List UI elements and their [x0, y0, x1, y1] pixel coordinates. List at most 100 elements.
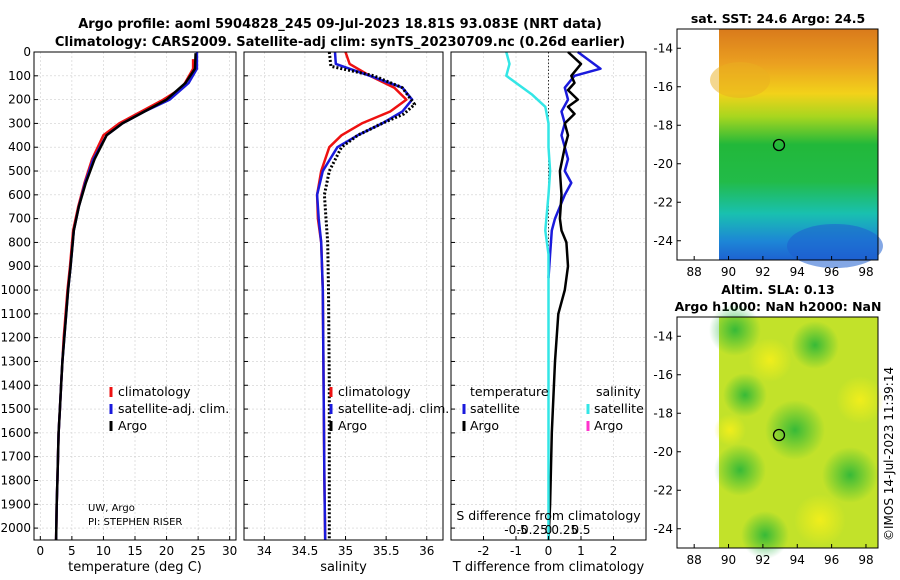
- y-tick-label: 1700: [0, 450, 31, 464]
- sst-map: sat. SST: 24.6 Argo: 24.5: [676, 11, 883, 268]
- map-y-tick-label: -22: [653, 195, 673, 209]
- sla-map-axes: 88 90 92 94 96 98 -14 -16 -18 -20 -22 -24: [653, 329, 873, 567]
- sst-argo-marker: [772, 138, 786, 152]
- y-tick-label: 0: [23, 45, 31, 59]
- x-tick-label: 5: [68, 544, 76, 558]
- sla-green-patch: [714, 444, 766, 496]
- sst-map-axes: 88 90 92 94 96 98 -14 -16 -18 -20 -22 -24: [653, 41, 873, 279]
- sla-yellow-patch: [794, 494, 846, 546]
- map-x-tick-label: 94: [790, 553, 805, 567]
- legend-title-salinity: salinity: [596, 384, 641, 399]
- sla-yellow-patch: [748, 338, 792, 382]
- x-tick-label: 10: [96, 544, 111, 558]
- x-tick-label: -1: [510, 544, 522, 558]
- y-tick-label: 100: [8, 69, 31, 83]
- x-tick-label: 35.5: [373, 544, 400, 558]
- series-line-t-satellite: [547, 50, 602, 279]
- sst-cool-patch: [787, 224, 883, 268]
- y-tick-label: 1100: [0, 307, 31, 321]
- x-tick-label: 36: [419, 544, 434, 558]
- y-tick-label: 2000: [0, 521, 31, 535]
- salinity-panel: 34 34.5 35 35.5 36 salinity: [243, 51, 444, 575]
- y-tick-label: 1300: [0, 354, 31, 368]
- y-tick-label: 500: [8, 164, 31, 178]
- map-x-tick-label: 96: [824, 265, 839, 279]
- pi-annotation-line2: PI: STEPHEN RISER: [88, 517, 182, 528]
- y-tick-label: 1400: [0, 378, 31, 392]
- map-x-tick-label: 94: [790, 265, 805, 279]
- series-line-t-argo: [547, 51, 583, 541]
- map-x-tick-label: 92: [755, 265, 770, 279]
- x-tick-label: 20: [159, 544, 174, 558]
- legend-label-argo: Argo: [338, 418, 367, 433]
- sla-green-patch: [822, 447, 878, 503]
- map-x-tick-label: 90: [721, 265, 736, 279]
- y-tick-label: 1500: [0, 402, 31, 416]
- legend-label-s-satellite: satellite: [594, 401, 644, 416]
- sla-yellow-patch: [714, 414, 746, 446]
- map-y-tick-label: -16: [653, 368, 673, 382]
- x-tick-label: 15: [127, 544, 142, 558]
- x-tick-label: 25: [190, 544, 205, 558]
- series-line-argo: [322, 51, 417, 540]
- x2-axis-label: S difference from climatology: [456, 508, 641, 523]
- legend-label-satellite: satellite-adj. clim.: [118, 401, 229, 416]
- map-y-tick-label: -14: [653, 41, 673, 55]
- map-y-tick-label: -24: [653, 522, 673, 536]
- map-y-tick-label: -14: [653, 329, 673, 343]
- x-tick-label: 35: [338, 544, 353, 558]
- y-tick-label: 800: [8, 235, 31, 249]
- sla-yellow-patch: [836, 376, 884, 424]
- x-axis-label: T difference from climatology: [452, 560, 645, 575]
- pi-annotation-line1: UW, Argo: [88, 503, 135, 514]
- x-tick-label: 0: [36, 544, 44, 558]
- x-tick-label: 30: [222, 544, 237, 558]
- temperature-panel: 0 5 10 15 20 25 300100200300400500600700800900…: [0, 45, 237, 575]
- series-line-argo: [54, 53, 197, 541]
- y-tick-label: 900: [8, 259, 31, 273]
- sla-green-patch: [723, 373, 767, 417]
- x2-tick-label: 0.25: [551, 523, 578, 537]
- legend-label-argo: Argo: [118, 418, 147, 433]
- sla-argo-marker: [772, 428, 786, 442]
- temperature-legend: climatology satellite-adj. clim. Argo: [109, 384, 229, 433]
- y-tick-label: 600: [8, 188, 31, 202]
- map-x-tick-label: 90: [721, 553, 736, 567]
- difference-legend: temperature salinity satellite Argo sate…: [462, 384, 644, 433]
- figure-title-line2: Climatology: CARS2009. Satellite-adj cli…: [55, 35, 625, 50]
- y-tick-label: 1600: [0, 426, 31, 440]
- x2-tick-label: -0.5: [504, 523, 527, 537]
- map-y-tick-label: -22: [653, 483, 673, 497]
- y-tick-label: 1900: [0, 497, 31, 511]
- x2-tick-label: 0.5: [571, 523, 590, 537]
- x2-tick-label: 0: [545, 523, 553, 537]
- sla-map-frame: [676, 316, 879, 549]
- map-y-tick-label: -18: [653, 118, 673, 132]
- sla-map: Altim. SLA: 0.13 Argo h1000: NaN h2000: …: [675, 282, 884, 559]
- legend-label-s-argo: Argo: [594, 418, 623, 433]
- y-tick-label: 700: [8, 212, 31, 226]
- legend-label-climatology: climatology: [338, 384, 411, 399]
- y-tick-label: 200: [8, 93, 31, 107]
- sst-map-title: sat. SST: 24.6 Argo: 24.5: [691, 11, 865, 26]
- sst-map-frame: [676, 28, 879, 261]
- y-tick-label: 1000: [0, 283, 31, 297]
- legend-label-satellite: satellite-adj. clim.: [338, 401, 449, 416]
- legend-label-t-satellite: satellite: [470, 401, 520, 416]
- map-x-tick-label: 92: [755, 553, 770, 567]
- map-x-tick-label: 96: [824, 553, 839, 567]
- map-x-tick-label: 98: [858, 265, 873, 279]
- x2-tick-label: -0.25: [517, 523, 548, 537]
- salinity-legend: climatology satellite-adj. clim. Argo: [329, 384, 449, 433]
- legend-label-climatology: climatology: [118, 384, 191, 399]
- x-tick-label: 0: [545, 544, 553, 558]
- x-axis-label: temperature (deg C): [68, 560, 202, 575]
- x-tick-label: 2: [610, 544, 618, 558]
- map-y-tick-label: -16: [653, 80, 673, 94]
- plot-frame: [243, 51, 444, 541]
- x-tick-label: 1: [577, 544, 585, 558]
- x-tick-label: 34: [257, 544, 272, 558]
- sla-green-patch: [741, 511, 789, 559]
- map-x-tick-label: 98: [858, 553, 873, 567]
- x-tick-label: -2: [478, 544, 490, 558]
